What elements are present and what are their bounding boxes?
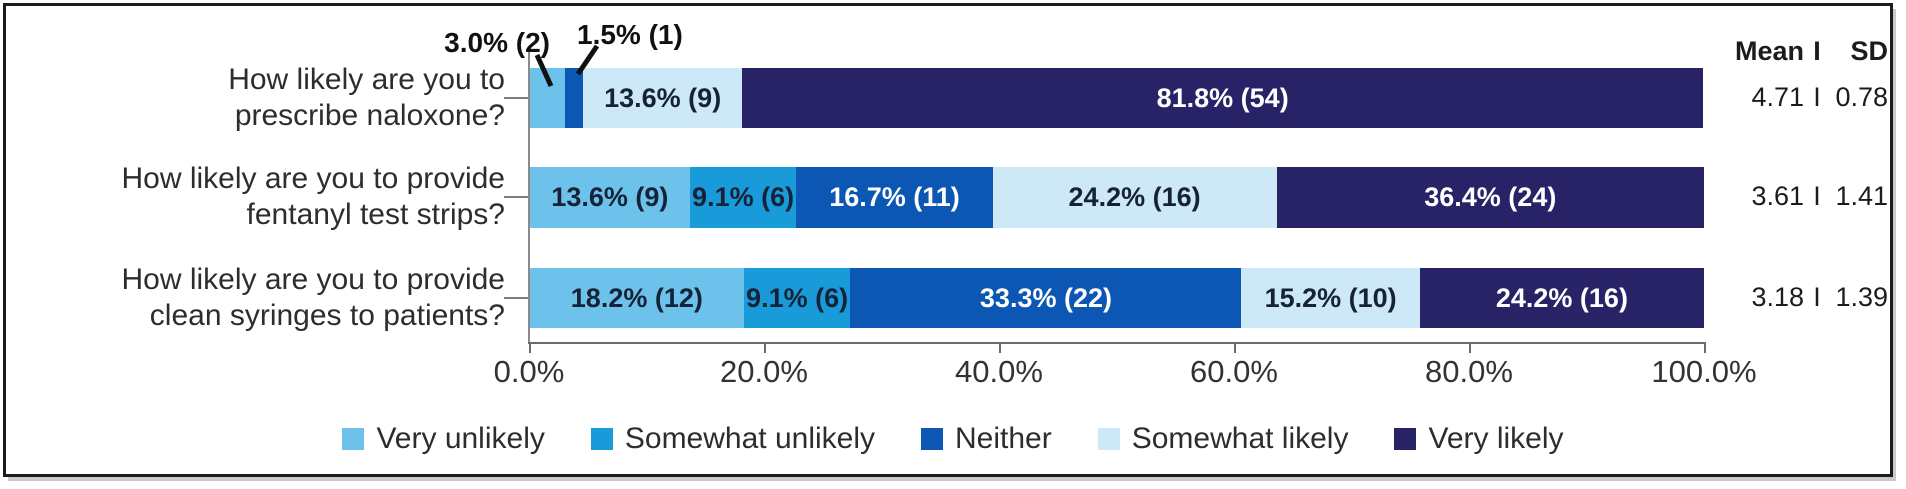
callout-label-very-unlikely: 3.0% (2) — [444, 27, 550, 58]
mean-sd-separator: I — [1813, 36, 1821, 66]
legend-label: Somewhat likely — [1131, 422, 1349, 455]
category-tick — [504, 297, 528, 299]
legend-item: Somewhat likely — [1097, 422, 1349, 456]
mean-value: 3.18 — [1751, 282, 1804, 312]
x-axis-tick-label: 100.0% — [1651, 354, 1757, 389]
legend-swatch — [590, 428, 613, 450]
sd-header-label: SD — [1850, 36, 1888, 66]
legend-swatch — [1097, 428, 1120, 450]
x-axis-tick — [764, 344, 766, 353]
x-axis-tick — [1704, 344, 1706, 353]
mean-sd-separator: I — [1813, 181, 1821, 211]
legend-item: Neither — [921, 422, 1052, 456]
legend-swatch — [921, 428, 943, 450]
x-axis-line — [528, 342, 1706, 344]
bar-segment — [530, 68, 566, 128]
mean-value: 4.71 — [1751, 82, 1804, 112]
x-axis-tick — [1234, 344, 1236, 353]
sd-value: 1.39 — [1835, 282, 1888, 312]
legend-swatch — [1394, 428, 1417, 450]
x-axis-tick — [999, 344, 1001, 353]
bar-segment: 18.2% (12) — [530, 268, 744, 328]
category-label-line: How likely are you to provide — [121, 162, 505, 195]
legend-swatch — [342, 428, 365, 450]
category-tick — [504, 97, 528, 99]
bar-segment: 24.2% (16) — [1419, 268, 1704, 328]
bar-track: 13.6% (9) 9.1% (6) 16.7% (11) 24.2% (16) 36.… — [530, 167, 1704, 228]
category-label-line: clean syringes to patients? — [149, 299, 505, 332]
legend-item: Somewhat unlikely — [590, 422, 875, 456]
category-label-line: How likely are you to provide — [121, 263, 505, 296]
sd-value: 1.41 — [1835, 181, 1888, 211]
bar-segment — [565, 68, 583, 128]
x-axis-tick-label: 0.0% — [493, 354, 565, 389]
category-label-line: How likely are you to — [228, 63, 505, 96]
category-tick — [504, 196, 528, 198]
sd-value: 0.78 — [1835, 82, 1888, 112]
bar-segment: 81.8% (54) — [742, 68, 1703, 128]
bar-segment: 33.3% (22) — [850, 268, 1242, 328]
category-label-line: prescribe naloxone? — [234, 99, 505, 132]
mean-sd-row: 4.71 I 0.78 — [1712, 82, 1892, 113]
bar-track: 18.2% (12) 9.1% (6) 33.3% (22) 15.2% (10) 24… — [530, 268, 1704, 328]
bar-segment: 9.1% (6) — [743, 268, 851, 328]
x-axis-tick — [1469, 344, 1471, 353]
y-axis-line — [528, 46, 530, 344]
mean-sd-row: 3.61 I 1.41 — [1712, 181, 1892, 212]
legend-item: Very likely — [1394, 422, 1564, 456]
bar-segment: 13.6% (9) — [582, 68, 743, 128]
callout-label-neither: 1.5% (1) — [577, 19, 683, 50]
x-axis-tick-label: 20.0% — [720, 354, 808, 389]
mean-value: 3.61 — [1751, 181, 1804, 211]
legend-label: Neither — [955, 422, 1052, 455]
category-label: How likely are you to provide fentanyl te… — [60, 161, 505, 233]
mean-sd-header: Mean I SD — [1712, 36, 1892, 67]
x-axis-tick — [529, 344, 531, 353]
legend-label: Somewhat unlikely — [624, 422, 875, 455]
bar-segment: 9.1% (6) — [689, 167, 797, 228]
category-label: How likely are you to prescribe naloxone? — [60, 62, 505, 134]
legend-item: Very unlikely — [342, 422, 545, 456]
mean-sd-row: 3.18 I 1.39 — [1712, 282, 1892, 313]
bar-segment: 16.7% (11) — [796, 167, 993, 228]
mean-sd-separator: I — [1813, 82, 1821, 112]
bar-segment: 13.6% (9) — [530, 167, 690, 228]
legend-label: Very unlikely — [376, 422, 545, 455]
legend: Very unlikely Somewhat unlikely Neither Som… — [0, 422, 1906, 456]
x-axis-tick-label: 60.0% — [1190, 354, 1278, 389]
category-label: How likely are you to provide clean syrin… — [60, 262, 505, 334]
x-axis-tick-label: 80.0% — [1425, 354, 1513, 389]
mean-sd-separator: I — [1813, 282, 1821, 312]
bar-track: 13.6% (9) 81.8% (54) — [530, 68, 1704, 128]
mean-header-label: Mean — [1734, 36, 1804, 66]
bar-segment: 36.4% (24) — [1276, 167, 1704, 228]
legend-label: Very likely — [1428, 422, 1564, 455]
x-axis-tick-label: 40.0% — [955, 354, 1043, 389]
bar-segment: 24.2% (16) — [992, 167, 1277, 228]
category-label-line: fentanyl test strips? — [246, 198, 505, 231]
bar-segment: 15.2% (10) — [1241, 268, 1420, 328]
